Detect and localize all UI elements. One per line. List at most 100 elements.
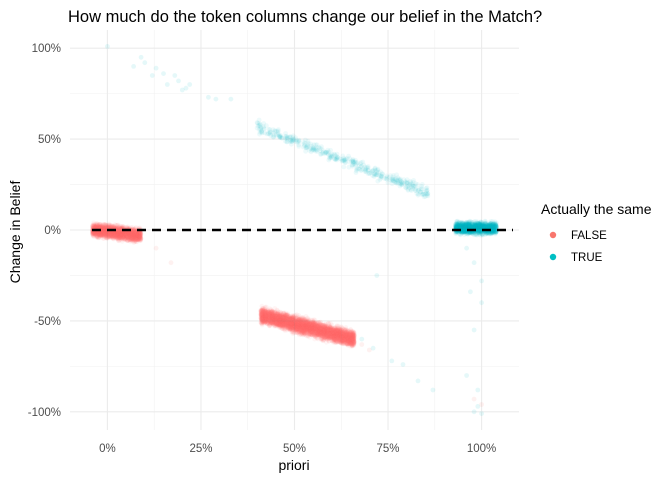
data-point (134, 234, 140, 240)
data-point (123, 232, 128, 238)
data-point (103, 231, 109, 237)
data-point (102, 227, 108, 233)
data-point (102, 231, 107, 237)
data-point (137, 234, 143, 239)
data-point (127, 234, 132, 240)
data-point (94, 231, 100, 237)
data-point (102, 224, 107, 230)
data-point (108, 231, 113, 237)
data-point (136, 233, 141, 239)
data-point (137, 233, 143, 239)
data-point (115, 232, 120, 238)
data-point (112, 222, 118, 228)
data-point (132, 231, 138, 237)
data-point (102, 226, 108, 232)
data-point (135, 234, 141, 240)
data-point (117, 235, 122, 241)
data-point (118, 225, 124, 230)
data-point (130, 233, 136, 239)
data-point (128, 234, 134, 240)
data-point (116, 231, 121, 236)
data-point (119, 231, 125, 237)
data-point (111, 233, 117, 239)
data-point (130, 233, 135, 239)
data-point (91, 222, 97, 228)
data-point (133, 229, 138, 235)
data-point (103, 230, 109, 236)
data-point (132, 230, 138, 236)
data-point (101, 230, 107, 236)
data-point (121, 237, 127, 243)
data-point (120, 233, 126, 239)
data-point (115, 232, 120, 237)
data-point (136, 234, 142, 239)
data-point (110, 235, 116, 241)
data-point (111, 230, 117, 236)
chart-title: How much do the token columns change our… (68, 8, 542, 26)
data-point (134, 234, 139, 240)
data-point (121, 230, 126, 236)
data-point (124, 230, 129, 236)
data-point (134, 234, 139, 239)
data-point (126, 232, 132, 237)
data-point (126, 230, 132, 236)
data-point (116, 228, 121, 234)
data-point (100, 227, 105, 233)
data-point (116, 233, 121, 239)
data-point (131, 232, 136, 238)
data-point (136, 232, 142, 238)
data-point (112, 231, 118, 237)
data-point (93, 232, 99, 238)
data-point (126, 231, 132, 237)
data-point (134, 233, 140, 238)
data-point (111, 236, 116, 242)
data-point (110, 224, 116, 230)
data-point (137, 236, 142, 242)
data-point (130, 234, 136, 239)
data-point (130, 233, 136, 239)
data-point (91, 230, 96, 236)
data-point (119, 232, 124, 238)
data-point (134, 234, 139, 240)
data-point (133, 231, 139, 236)
data-point (118, 232, 124, 237)
data-point (102, 225, 108, 231)
data-point (112, 230, 117, 236)
data-point (128, 230, 133, 236)
data-point (103, 222, 108, 228)
data-point (93, 230, 98, 236)
data-point (110, 230, 116, 236)
data-point (97, 224, 103, 230)
data-point (136, 232, 142, 238)
data-point (116, 229, 122, 235)
data-point (91, 223, 97, 229)
data-point (98, 231, 103, 237)
data-point (115, 236, 121, 241)
data-point (123, 234, 128, 239)
data-point (113, 233, 118, 239)
data-point (127, 236, 133, 241)
data-point (103, 228, 109, 234)
data-point (134, 235, 140, 241)
data-point (101, 225, 107, 231)
data-point (111, 223, 117, 229)
data-point (132, 230, 138, 235)
data-point (133, 230, 138, 235)
data-point (125, 234, 130, 239)
data-point (126, 231, 131, 237)
data-point (126, 230, 131, 236)
data-point (133, 231, 139, 237)
data-point (101, 227, 106, 232)
data-point (138, 230, 144, 236)
data-point (137, 232, 143, 237)
data-point (117, 228, 122, 234)
data-point (100, 226, 106, 232)
data-point (124, 231, 130, 237)
data-point (91, 223, 97, 229)
data-point (134, 233, 139, 239)
data-point (91, 224, 97, 229)
data-point (136, 234, 142, 240)
data-point (135, 233, 141, 238)
data-point (122, 231, 128, 237)
data-point (126, 231, 131, 237)
